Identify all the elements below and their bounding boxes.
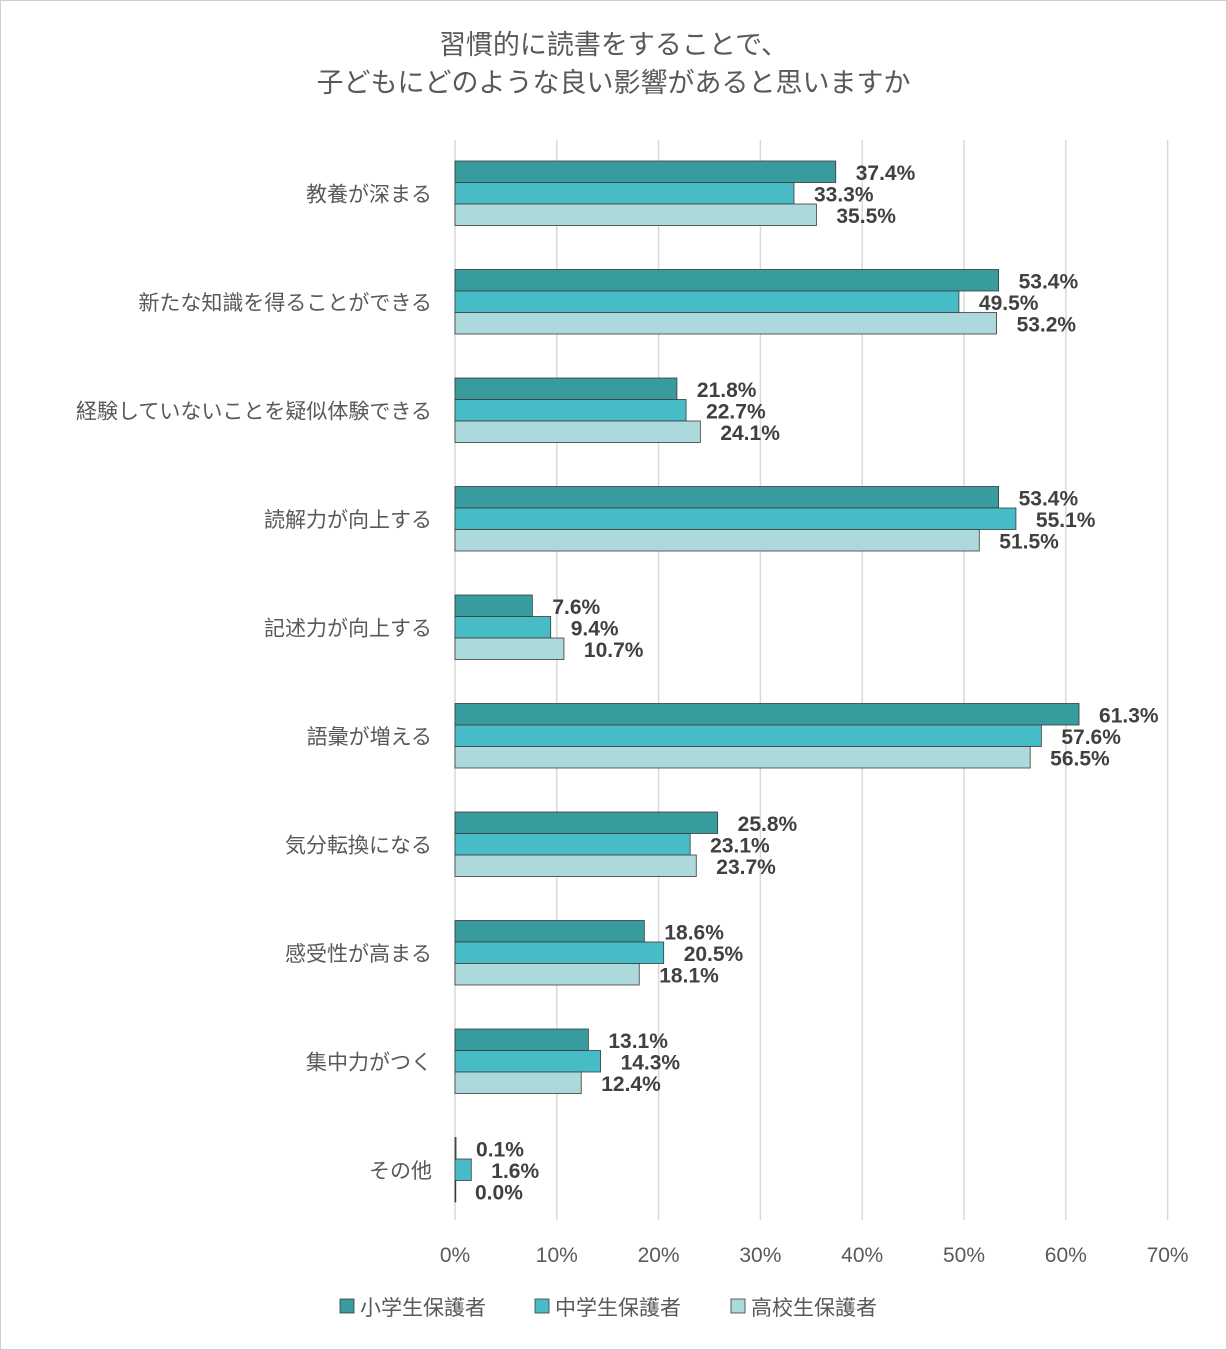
data-label: 18.6% — [664, 921, 724, 944]
bar-2-10 — [454, 1158, 472, 1181]
data-label: 35.5% — [836, 205, 896, 228]
data-label: 18.1% — [659, 964, 719, 987]
bar-1-1 — [454, 160, 837, 183]
bar-3-1 — [454, 203, 817, 226]
bar-2-6 — [454, 724, 1042, 747]
data-label: 12.4% — [601, 1073, 661, 1096]
category-label: 集中力がつく — [306, 1050, 432, 1074]
category-label: 気分転換になる — [285, 833, 432, 857]
category-label: 読解力が向上する — [264, 508, 432, 532]
legend-label-1: 小学生保護者 — [360, 1296, 486, 1320]
data-label: 7.6% — [552, 596, 600, 619]
data-label: 55.1% — [1036, 509, 1096, 532]
x-tick-label: 50% — [943, 1244, 985, 1267]
bar-3-5 — [454, 637, 565, 660]
category-label: 感受性が高まる — [285, 942, 432, 966]
bar-1-3 — [454, 377, 678, 400]
bar-1-5 — [454, 594, 533, 617]
category-label: 新たな知識を得ることができる — [138, 291, 432, 315]
bar-2-5 — [454, 616, 552, 639]
category-label: 経験していないことを疑似体験できる — [76, 399, 432, 423]
legend-swatch-1 — [339, 1298, 355, 1314]
x-tick-label: 20% — [638, 1244, 680, 1267]
bar-3-8 — [454, 963, 640, 986]
bar-1-2 — [454, 269, 1000, 292]
bar-2-2 — [454, 290, 960, 313]
x-tick-label: 70% — [1147, 1244, 1189, 1267]
data-label: 9.4% — [571, 617, 619, 640]
data-label: 53.4% — [1019, 270, 1079, 293]
category-label: 教養が深まる — [306, 182, 432, 206]
x-tick-label: 0% — [440, 1244, 470, 1267]
data-label: 23.7% — [716, 856, 776, 879]
x-tick-label: 40% — [841, 1244, 883, 1267]
bar-3-7 — [454, 854, 697, 877]
legend-swatch-2 — [534, 1298, 550, 1314]
chart-title-line-2: 子どもにどのような良い影響があると思いますか — [316, 68, 911, 99]
data-label: 57.6% — [1061, 726, 1121, 749]
bar-2-4 — [454, 507, 1017, 530]
bar-1-10 — [454, 1137, 457, 1160]
x-axis-tick-labels: 0% 10% 20% 30% 40% 50% 60% 70% — [440, 1244, 1189, 1267]
data-label: 61.3% — [1099, 704, 1159, 727]
x-tick-label: 60% — [1045, 1244, 1087, 1267]
category-label: 語彙が増える — [307, 725, 432, 749]
data-label: 56.5% — [1050, 747, 1110, 770]
data-label: 49.5% — [979, 292, 1039, 315]
data-label: 20.5% — [684, 943, 744, 966]
x-tick-label: 30% — [739, 1244, 781, 1267]
bar-2-8 — [454, 941, 665, 964]
data-label: 14.3% — [621, 1051, 681, 1074]
legend-label-2: 中学生保護者 — [555, 1296, 681, 1320]
data-label: 0.1% — [476, 1138, 524, 1161]
bar-3-2 — [454, 312, 997, 335]
data-label: 13.1% — [608, 1030, 668, 1053]
category-label: 記述力が向上する — [264, 616, 432, 640]
bar-1-4 — [454, 486, 1000, 509]
data-label: 53.2% — [1017, 313, 1077, 336]
bar-1-8 — [454, 920, 645, 943]
bar-3-4 — [454, 529, 980, 552]
category-labels: 教養が深まる新たな知識を得ることができる経験していないことを疑似体験できる読解力… — [76, 182, 432, 1183]
bar-1-6 — [454, 703, 1080, 726]
legend-swatch-3 — [730, 1298, 746, 1314]
data-label: 0.0% — [475, 1181, 523, 1204]
bar-2-9 — [454, 1050, 601, 1073]
data-label: 51.5% — [999, 530, 1059, 553]
bars: 37.4%33.3%35.5%53.4%49.5%53.2%21.8%22.7%… — [454, 160, 1159, 1204]
bar-3-6 — [454, 746, 1031, 769]
bar-3-10 — [454, 1180, 457, 1203]
bar-2-7 — [454, 833, 691, 856]
x-tick-label: 10% — [536, 1244, 578, 1267]
bar-2-1 — [454, 182, 795, 205]
bar-3-9 — [454, 1071, 582, 1094]
data-label: 10.7% — [584, 639, 644, 662]
data-label: 1.6% — [491, 1160, 539, 1183]
legend-label-3: 高校生保護者 — [751, 1296, 877, 1320]
bar-2-3 — [454, 399, 687, 422]
data-label: 22.7% — [706, 400, 766, 423]
chart-title-line-1: 習慣的に読書をすることで、 — [438, 30, 789, 61]
category-label: その他 — [369, 1159, 432, 1183]
legend: 小学生保護者 中学生保護者 高校生保護者 — [339, 1296, 877, 1320]
data-label: 33.3% — [814, 183, 874, 206]
data-label: 21.8% — [697, 379, 757, 402]
data-label: 24.1% — [720, 422, 780, 445]
bar-3-3 — [454, 420, 701, 443]
data-label: 53.4% — [1019, 487, 1079, 510]
data-label: 25.8% — [738, 813, 798, 836]
data-label: 37.4% — [856, 162, 916, 185]
data-label: 23.1% — [710, 834, 770, 857]
bar-1-7 — [454, 811, 719, 834]
bar-1-9 — [454, 1028, 589, 1051]
